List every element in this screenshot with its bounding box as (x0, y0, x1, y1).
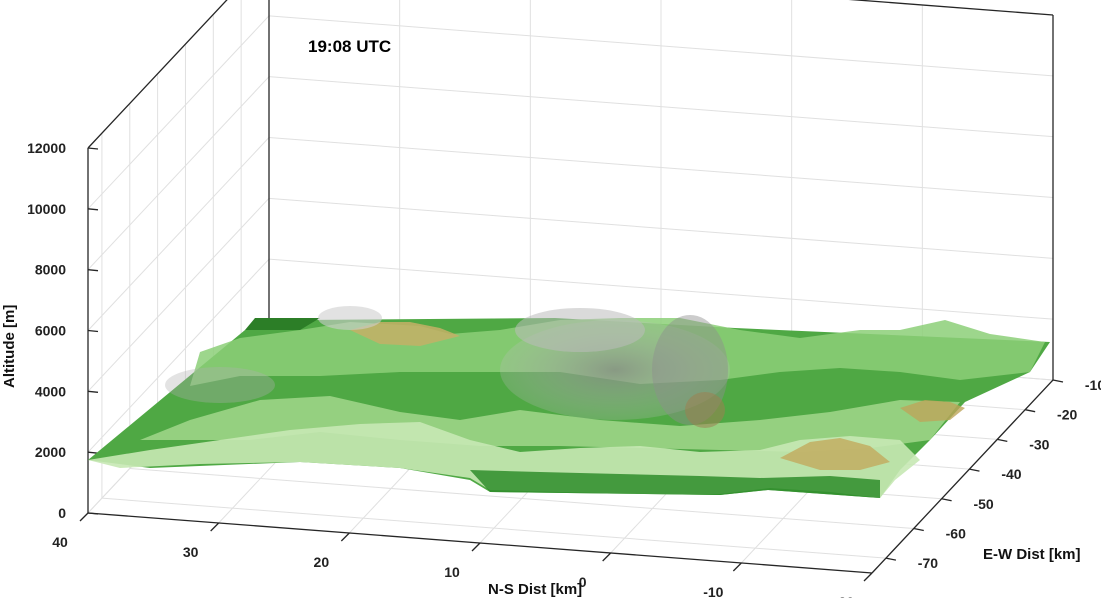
y-floor-grid-line (101, 497, 886, 559)
z-tick (87, 208, 99, 211)
z-grid-line (87, 258, 270, 453)
x-tick-label: 10 (444, 564, 460, 580)
box-top-left-edge (87, 0, 228, 149)
y-axis-line (871, 379, 1054, 574)
z-grid-line (87, 76, 270, 271)
y-tick-label: -40 (1001, 466, 1021, 482)
z-tick-label: 0 (58, 505, 66, 521)
terrain-far-plateau (245, 318, 320, 330)
z-tick-label: 10000 (27, 201, 66, 217)
chart-title: 19:08 UTC (308, 37, 391, 56)
z-tick-label: 4000 (35, 383, 66, 399)
terrain-peak-left (350, 322, 460, 346)
x-tick-label: 40 (52, 534, 68, 550)
y-tick (997, 438, 1008, 443)
z-tick (87, 512, 99, 515)
x-tick-label: 0 (579, 574, 587, 590)
x-tick (210, 522, 220, 532)
storm-cloud (165, 306, 730, 428)
x-tick (79, 512, 89, 522)
z-tick (87, 390, 99, 393)
z-tick-label: 12000 (27, 140, 66, 156)
z-grid-line (87, 15, 270, 210)
x-tick-label: -10 (703, 584, 723, 598)
z-tick (87, 269, 99, 272)
y-tick (969, 468, 980, 472)
y-tick-label: -60 (946, 525, 966, 541)
z-grid-line (87, 137, 270, 331)
box-top-back-edge (848, 0, 1054, 16)
x-tick (732, 562, 742, 572)
y-floor-grid-line (129, 467, 914, 529)
y-tick (1025, 409, 1036, 413)
axis-lines (79, 0, 1064, 582)
x-tick-label: -20 (834, 594, 854, 598)
z-tick-label: 2000 (35, 444, 66, 460)
y-tick (913, 527, 924, 532)
z-grid-line (87, 0, 228, 149)
x-tick (471, 542, 481, 552)
x-tick (340, 532, 350, 542)
terrain-valley (470, 470, 880, 498)
cloud-brown-core (685, 392, 725, 428)
terrain-ridge-mid (140, 396, 960, 452)
x-tick-label: 20 (314, 554, 330, 570)
z-grid-line (87, 197, 270, 392)
terrain-peak-right (780, 438, 890, 470)
x-axis-label: N-S Dist [km] (488, 581, 582, 598)
z-axis-label: Altitude [m] (1, 305, 18, 388)
x-tick (602, 552, 612, 562)
cloud-left-shadow (165, 367, 275, 403)
cloud-top (515, 308, 645, 352)
y-tick-label: -10 (1085, 377, 1101, 393)
y-tick-label: -50 (973, 496, 993, 512)
z-tick-label: 8000 (35, 262, 66, 278)
z-tick (87, 329, 99, 333)
z-tick (87, 147, 99, 150)
y-tick-label: -20 (1057, 407, 1077, 423)
x-tick-label: 30 (183, 544, 199, 560)
z-tick (87, 451, 99, 454)
y-tick-label: -70 (918, 555, 938, 571)
y-tick-label: -30 (1029, 436, 1049, 452)
y-tick (1052, 379, 1064, 383)
x-tick (863, 572, 873, 582)
y-tick (941, 498, 952, 502)
z-tick-label: 6000 (35, 323, 66, 339)
cloud-left-wisp (318, 306, 382, 330)
y-axis-label: E-W Dist [km] (983, 546, 1081, 563)
terrain-peak-far-right (900, 400, 965, 422)
y-tick (885, 557, 897, 561)
